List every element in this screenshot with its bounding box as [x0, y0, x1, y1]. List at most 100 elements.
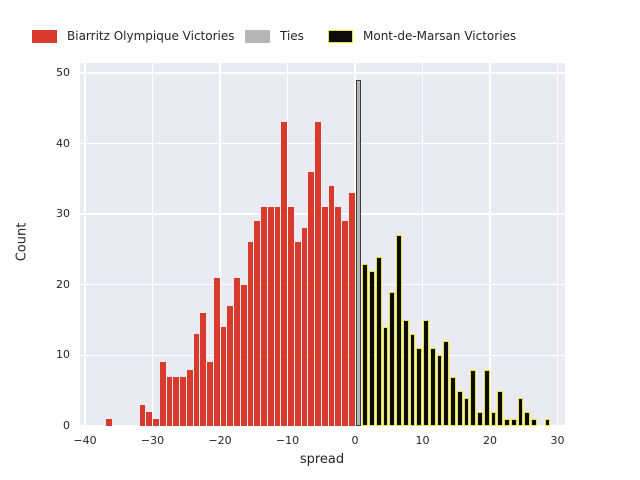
v-gridline: [556, 63, 559, 426]
histogram-bar: [382, 327, 389, 426]
x-tick-label: −30: [140, 434, 165, 447]
histogram-bar: [153, 418, 159, 426]
histogram-bar: [416, 348, 422, 426]
histogram-bar: [227, 305, 233, 426]
histogram-bar: [443, 341, 449, 426]
histogram-bar: [497, 390, 503, 426]
y-tick-label: 10: [56, 348, 70, 362]
histogram-bar: [504, 418, 510, 426]
ties-color-swatch-icon: [245, 29, 270, 43]
histogram-bar: [200, 313, 206, 426]
histogram-bar: [247, 242, 254, 426]
x-tick-label: 30: [550, 434, 565, 447]
histogram-bar: [261, 207, 267, 426]
histogram-bar: [517, 397, 524, 426]
histogram-bar: [396, 235, 402, 426]
histogram-bar: [173, 376, 179, 426]
legend: Biarritz Olympique Victories Ties Mont-d…: [0, 24, 640, 48]
histogram-bar: [490, 411, 497, 426]
histogram-bar: [180, 376, 186, 426]
y-tick-label: 50: [56, 65, 70, 79]
x-tick-label: 0: [351, 434, 359, 447]
v-gridline: [84, 63, 86, 426]
histogram-bar: [321, 207, 328, 426]
histogram-bar: [207, 362, 213, 426]
v-gridline: [421, 63, 424, 426]
histogram-bar: [531, 418, 537, 426]
histogram-bar: [328, 185, 335, 426]
y-tick-label: 20: [56, 277, 70, 291]
histogram-bar: [213, 277, 220, 426]
histogram-bar: [369, 270, 375, 426]
v-gridline: [489, 63, 491, 426]
x-tick-label: 20: [483, 434, 497, 447]
histogram-bar: [423, 320, 429, 426]
y-axis-label: Count: [14, 222, 30, 262]
histogram-bar: [139, 404, 146, 426]
histogram-bar: [409, 334, 416, 426]
legend-item-biarritz: Biarritz Olympique Victories: [32, 24, 235, 48]
histogram-bar: [281, 122, 287, 426]
histogram-bar: [429, 348, 436, 426]
histogram-bar: [267, 207, 274, 426]
histogram-bar: [294, 242, 301, 426]
histogram-bar: [450, 376, 456, 426]
h-gridline: [80, 72, 565, 74]
histogram-bar: [186, 369, 193, 426]
histogram-bar: [463, 397, 470, 426]
legend-item-mont-de-marsan: Mont-de-Marsan Victories: [328, 24, 516, 48]
histogram-bar: [159, 362, 166, 426]
histogram-bar: [483, 369, 490, 426]
histogram-bar: [274, 207, 281, 426]
v-gridline: [286, 63, 289, 426]
v-gridline: [219, 63, 221, 426]
histogram-bar: [389, 291, 395, 426]
histogram-bar: [254, 221, 260, 426]
histogram-bar: [234, 277, 240, 426]
legend-label-ties: Ties: [280, 29, 304, 43]
x-tick-label: −10: [275, 434, 300, 447]
histogram-bar: [240, 284, 247, 426]
histogram-bar: [436, 355, 443, 426]
histogram-bar: [510, 418, 517, 426]
legend-label-mont-de-marsan: Mont-de-Marsan Victories: [363, 29, 517, 43]
histogram-bar: [166, 376, 173, 426]
histogram-bar: [308, 171, 314, 426]
x-axis-label: spread: [299, 452, 345, 467]
histogram-bar: [402, 320, 409, 426]
histogram-bar: [146, 411, 152, 426]
plot-area: [80, 63, 565, 427]
mont-de-marsan-color-swatch-icon: [328, 29, 353, 43]
h-gridline: [80, 425, 565, 427]
histogram-bar: [470, 369, 476, 426]
histogram-bar: [193, 334, 200, 426]
v-gridline: [354, 63, 356, 426]
histogram-bar: [220, 327, 227, 426]
y-tick-label: 30: [56, 207, 70, 221]
histogram-bar: [335, 207, 341, 426]
h-gridline: [80, 142, 565, 145]
histogram-bar: [544, 418, 551, 426]
y-tick-label: 0: [63, 419, 70, 432]
histogram-bar: [288, 207, 294, 426]
legend-label-biarritz: Biarritz Olympique Victories: [67, 29, 235, 43]
histogram-bar: [342, 221, 348, 426]
histogram-bar: [362, 263, 368, 426]
x-tick-label: −40: [73, 434, 97, 447]
x-tick-label: 10: [415, 434, 430, 447]
histogram-bar: [456, 390, 463, 426]
histogram-bar: [105, 418, 112, 426]
histogram-bar: [301, 228, 308, 426]
histogram-bar: [524, 411, 530, 426]
histogram-bar: [315, 122, 321, 426]
histogram-bar: [477, 411, 483, 426]
histogram-bar: [355, 79, 362, 426]
v-gridline: [151, 63, 154, 426]
legend-item-ties: Ties: [245, 24, 304, 48]
histogram-bar: [348, 192, 355, 426]
y-tick-label: 40: [56, 136, 70, 150]
histogram-bar: [375, 256, 382, 426]
x-tick-label: −20: [208, 434, 232, 447]
biarritz-color-swatch-icon: [32, 29, 57, 43]
